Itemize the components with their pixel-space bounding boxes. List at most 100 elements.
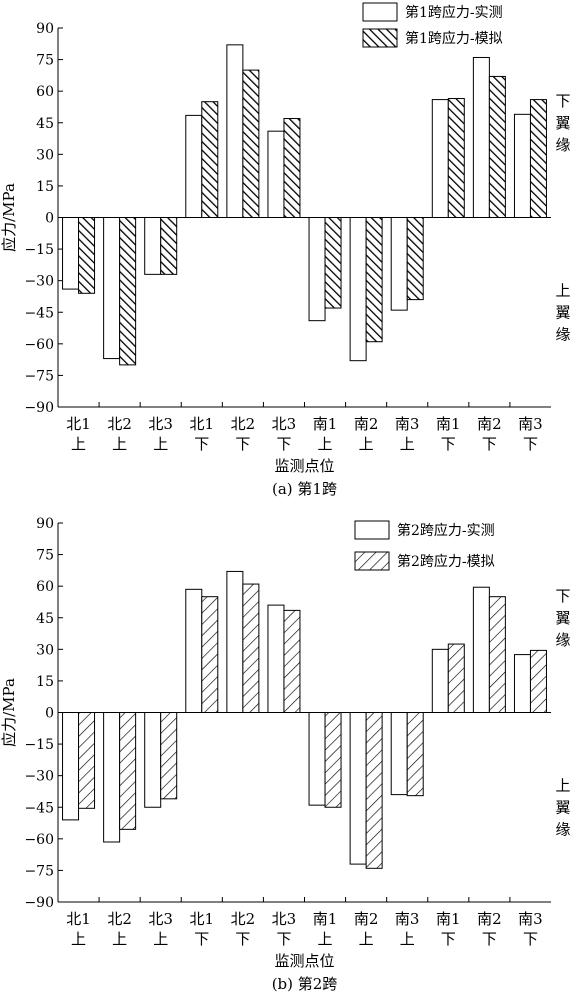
y-tick-label-11: −60 (24, 832, 54, 848)
side-label-2: 上翼缘 (555, 776, 570, 838)
bar-s1-2 (103, 712, 121, 843)
x-tick-label-10-b: 下 (441, 435, 456, 453)
bar-s2-4 (201, 596, 219, 714)
x-tick-label-7-b: 上 (318, 930, 333, 948)
bar-s1-4 (185, 588, 203, 714)
y-tick-label-13: −90 (24, 895, 54, 911)
x-tick-label-9-a: 南3 (395, 415, 420, 433)
bar-s2-6 (283, 609, 301, 713)
y-tick-label-6: 15 (36, 179, 54, 195)
y-tick-label-2: 75 (36, 548, 54, 564)
bar-s2-7 (324, 217, 342, 309)
x-tick-label-4-b: 下 (194, 930, 209, 948)
y-tick-label-12: −75 (24, 863, 54, 879)
y-tick-label-1: 90 (36, 21, 54, 37)
x-tick-label-5-b: 下 (235, 435, 250, 453)
x-tick-label-3-b: 上 (153, 930, 168, 948)
bar-s2-1 (78, 712, 96, 809)
x-tick-label-6-a: 北3 (272, 415, 297, 433)
chart-panel-2: 90 75 60 45 30 15 0 −15 −30 −45 −60 −75 −90 北1 上 北2 上 北3 上… (0, 516, 571, 993)
bar-s2-10 (447, 643, 465, 714)
side-label-2: 上翼缘 (555, 281, 570, 343)
legend-swatch-2 (362, 28, 398, 48)
y-tick-label-8: −15 (24, 737, 54, 753)
bar-s2-1 (78, 217, 96, 294)
y-tick-label-8: −15 (24, 242, 54, 258)
bar-s2-5 (242, 69, 260, 218)
x-tick-label-8-b: 上 (359, 435, 374, 453)
bar-s1-10 (431, 99, 449, 218)
x-tick-label-11-a: 南2 (477, 415, 502, 433)
x-tick-label-10-a: 南1 (436, 910, 461, 928)
bar-s1-9 (390, 217, 408, 311)
y-tick-label-9: −30 (24, 769, 54, 785)
x-tick-label-1-a: 北1 (66, 910, 91, 928)
x-tick-label-6-a: 北3 (272, 910, 297, 928)
side-label-1: 下翼缘 (555, 587, 570, 649)
bar-s2-9 (406, 712, 424, 797)
x-tick-label-6-b: 下 (276, 435, 291, 453)
bar-s2-5 (242, 583, 260, 713)
bar-s1-11 (472, 586, 490, 713)
x-tick-label-7-a: 南1 (313, 415, 338, 433)
x-tick-label-7-a: 南1 (313, 910, 338, 928)
bar-s2-12 (529, 99, 547, 218)
bar-s2-11 (488, 596, 506, 714)
bar-s1-4 (185, 114, 203, 218)
x-tick-label-12-b: 下 (523, 930, 538, 948)
y-tick-label-3: 60 (36, 579, 54, 595)
x-tick-label-2-a: 北2 (107, 415, 132, 433)
x-tick-label-8-b: 上 (359, 930, 374, 948)
x-tick-label-3-a: 北3 (148, 415, 173, 433)
x-tick-label-12-a: 南3 (518, 910, 543, 928)
y-tick-label-6: 15 (36, 674, 54, 690)
bar-s1-9 (390, 712, 408, 796)
bar-s2-9 (406, 217, 424, 301)
bar-s1-3 (144, 217, 162, 275)
x-tick-label-3-a: 北3 (148, 910, 173, 928)
bar-s2-8 (365, 712, 383, 869)
x-tick-label-2-b: 上 (112, 930, 127, 948)
bar-s1-1 (62, 712, 80, 821)
y-tick-label-12: −75 (24, 368, 54, 384)
y-tick-label-7: 0 (45, 211, 54, 227)
y-tick-label-9: −30 (24, 274, 54, 290)
bar-s2-12 (529, 649, 547, 713)
y-tick-label-3: 60 (36, 84, 54, 100)
x-tick-label-9-a: 南3 (395, 910, 420, 928)
x-tick-label-4-b: 下 (194, 435, 209, 453)
y-tick-label-7: 0 (45, 706, 54, 722)
bar-s2-6 (283, 118, 301, 218)
y-tick-label-10: −45 (24, 800, 54, 816)
bar-s1-11 (472, 56, 490, 218)
bar-s1-2 (103, 217, 121, 360)
x-tick-label-1-b: 上 (71, 435, 86, 453)
x-tick-label-5-b: 下 (235, 930, 250, 948)
x-tick-label-11-b: 下 (482, 435, 497, 453)
legend-swatch-2 (354, 551, 390, 571)
legend-swatch-1 (354, 520, 390, 540)
x-tick-label-4-a: 北1 (190, 910, 215, 928)
x-tick-label-2-a: 北2 (107, 910, 132, 928)
x-tick-label-10-a: 南1 (436, 415, 461, 433)
x-tick-label-6-b: 下 (276, 930, 291, 948)
x-tick-label-11-b: 下 (482, 930, 497, 948)
bar-s1-1 (62, 217, 80, 290)
y-tick-label-4: 45 (36, 116, 54, 132)
x-tick-label-12-b: 下 (523, 435, 538, 453)
y-axis-title: 应力/MPa (0, 678, 18, 747)
chart-caption: (b) 第2跨 (272, 975, 338, 993)
x-tick-label-4-a: 北1 (190, 415, 215, 433)
bar-s1-6 (267, 604, 285, 713)
bar-s1-10 (431, 648, 449, 713)
x-axis-title: 监测点位 (274, 952, 334, 970)
bar-s1-12 (513, 113, 531, 218)
legend-label-2: 第2跨应力-模拟 (397, 553, 495, 570)
bar-s1-7 (308, 712, 326, 806)
legend-label-1: 第1跨应力-实测 (405, 4, 503, 21)
bar-s1-8 (349, 712, 367, 865)
x-tick-label-12-a: 南3 (518, 415, 543, 433)
legend-swatch-1 (362, 2, 398, 22)
bar-s1-3 (144, 712, 162, 808)
